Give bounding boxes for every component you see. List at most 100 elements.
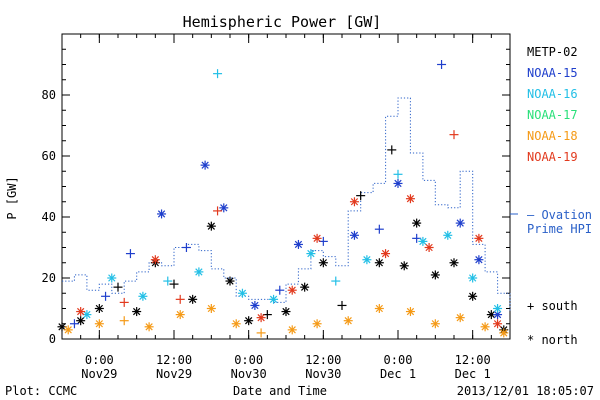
point-noaa-15 <box>101 291 111 301</box>
point-noaa-18 <box>94 319 104 329</box>
point-noaa-18 <box>480 322 490 332</box>
footer-plot-credit: Plot: CCMC <box>5 384 77 398</box>
point-noaa-18 <box>430 319 440 329</box>
point-noaa-18 <box>455 313 465 323</box>
point-metp-02 <box>113 282 123 292</box>
point-noaa-19 <box>287 285 297 295</box>
legend-item-noaa-15: NOAA-15 <box>527 66 578 80</box>
x-tick-label: 0:00 <box>384 353 413 367</box>
legend-south: + south <box>527 299 578 313</box>
point-metp-02 <box>468 291 478 301</box>
x-axis-label: Date and Time <box>233 384 327 398</box>
point-metp-02 <box>356 191 366 201</box>
point-noaa-15 <box>157 209 167 219</box>
y-tick-label: 80 <box>42 88 56 102</box>
legend-item-noaa-17: NOAA-17 <box>527 108 578 122</box>
point-noaa-18 <box>256 328 266 338</box>
point-noaa-15 <box>181 243 191 252</box>
legend-ovation-label-2: Prime HPI <box>527 222 592 236</box>
x-tick-date-label: Nov30 <box>231 367 267 381</box>
legend-item-noaa-18: NOAA-18 <box>527 129 578 143</box>
point-metp-02 <box>225 276 235 286</box>
chart-title: Hemispheric Power [GW] <box>183 13 382 31</box>
point-metp-02 <box>412 218 422 228</box>
point-noaa-16 <box>213 69 223 79</box>
point-noaa-16 <box>493 304 503 313</box>
x-tick-label: 0:00 <box>85 353 114 367</box>
point-noaa-18 <box>63 325 73 335</box>
legend-ovation-label: – Ovation <box>527 208 592 222</box>
point-noaa-16 <box>362 255 372 265</box>
point-noaa-15 <box>455 218 465 228</box>
point-metp-02 <box>244 316 254 326</box>
point-noaa-15 <box>125 249 135 259</box>
point-noaa-18 <box>405 307 415 317</box>
point-noaa-16 <box>194 267 204 277</box>
point-noaa-19 <box>449 130 459 140</box>
point-metp-02 <box>206 221 216 231</box>
point-metp-02 <box>281 307 291 317</box>
point-noaa-19 <box>76 307 86 317</box>
point-noaa-18 <box>312 319 322 329</box>
ovation-prime-hpi-line <box>62 97 511 312</box>
point-metp-02 <box>449 258 459 268</box>
point-metp-02 <box>387 145 397 155</box>
point-noaa-19 <box>349 197 359 207</box>
point-noaa-16 <box>237 288 247 298</box>
legend: METP-02 NOAA-15 NOAA-16 NOAA-17 NOAA-18 NOAA-… <box>510 45 592 347</box>
x-tick-label: 12:00 <box>305 353 341 367</box>
point-noaa-15 <box>275 285 285 295</box>
point-noaa-19 <box>405 194 415 204</box>
point-noaa-15 <box>200 160 210 170</box>
point-metp-02 <box>430 270 440 280</box>
point-noaa-19 <box>256 313 266 323</box>
point-metp-02 <box>94 304 104 313</box>
point-noaa-15 <box>393 178 403 188</box>
point-noaa-18 <box>499 328 509 338</box>
point-noaa-19 <box>474 233 484 243</box>
point-noaa-15 <box>474 255 484 265</box>
point-noaa-18 <box>144 322 154 332</box>
point-metp-02 <box>399 261 409 271</box>
point-noaa-16 <box>468 273 478 283</box>
point-noaa-18 <box>287 325 297 335</box>
point-noaa-18 <box>119 316 129 326</box>
point-metp-02 <box>300 282 310 292</box>
point-noaa-16 <box>306 249 316 259</box>
point-metp-02 <box>76 316 86 326</box>
x-tick-date-label: Dec 1 <box>380 367 416 381</box>
point-noaa-15 <box>437 60 447 69</box>
point-noaa-18 <box>231 319 241 329</box>
legend-item-noaa-16: NOAA-16 <box>527 87 578 101</box>
x-tick-label: 12:00 <box>455 353 491 367</box>
footer-timestamp: 2013/12/01 18:05:07 <box>457 384 594 398</box>
point-metp-02 <box>318 258 328 268</box>
point-noaa-16 <box>138 291 148 301</box>
point-noaa-19 <box>424 243 434 252</box>
legend-item-noaa-19: NOAA-19 <box>527 150 578 164</box>
point-noaa-15 <box>349 230 359 240</box>
point-noaa-15 <box>374 224 384 234</box>
y-tick-label: 0 <box>49 332 56 346</box>
x-tick-date-label: Nov30 <box>305 367 341 381</box>
point-noaa-15 <box>69 319 79 329</box>
point-noaa-18 <box>374 304 384 313</box>
point-noaa-18 <box>343 316 353 326</box>
y-tick-label: 40 <box>42 210 56 224</box>
point-noaa-19 <box>119 297 129 307</box>
point-noaa-19 <box>150 255 160 265</box>
point-noaa-16 <box>393 169 403 179</box>
y-axis-label: P [GW] <box>5 176 19 219</box>
point-noaa-19 <box>213 206 223 216</box>
point-noaa-16 <box>82 310 92 320</box>
point-noaa-16 <box>443 230 453 240</box>
legend-item-metp-02: METP-02 <box>527 45 578 59</box>
point-noaa-19 <box>175 294 185 304</box>
y-tick-label: 60 <box>42 149 56 163</box>
point-metp-02 <box>169 279 179 289</box>
point-noaa-16 <box>163 276 173 286</box>
point-noaa-19 <box>381 249 391 259</box>
point-noaa-18 <box>206 304 216 313</box>
x-tick-date-label: Dec 1 <box>455 367 491 381</box>
